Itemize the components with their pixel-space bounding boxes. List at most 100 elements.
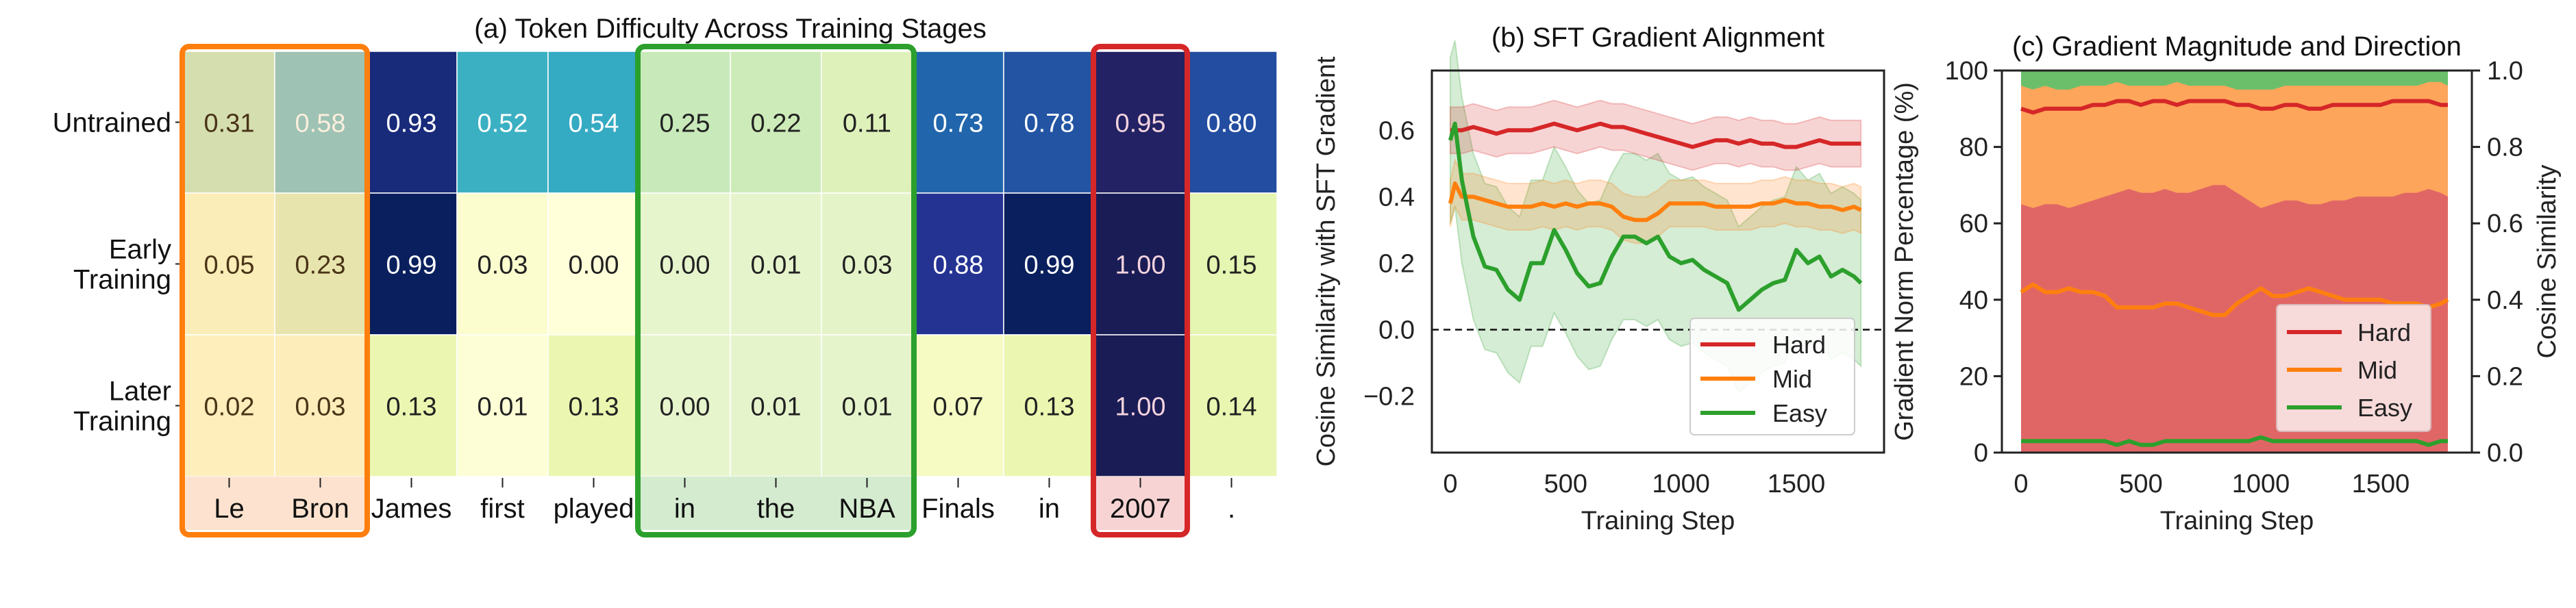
cell-value: 0.13	[1024, 393, 1075, 422]
heatmap-cell	[274, 334, 367, 477]
cell-value: 1.00	[1115, 251, 1166, 280]
heatmap-cell	[639, 334, 731, 477]
line-hard	[2020, 99, 2448, 115]
cell-value: 0.01	[751, 393, 802, 422]
row-label: Untrained	[53, 108, 171, 138]
cell-value: 0.15	[1206, 251, 1257, 280]
y-tick-label: 0.2	[1378, 249, 1415, 278]
line-easy	[2021, 435, 2448, 447]
cell-value: 0.78	[1024, 110, 1075, 138]
cell-value: 0.93	[386, 110, 437, 138]
heatmap-cell	[821, 334, 913, 477]
cell-value: 0.03	[295, 393, 346, 422]
x-tick-label: 500	[1544, 470, 1587, 498]
heatmap-cell	[1003, 51, 1095, 194]
cell-value: 0.11	[843, 110, 891, 138]
cell-value: 0.03	[478, 251, 528, 280]
legend-label: Mid	[1772, 365, 1812, 393]
cell-value: 0.05	[204, 251, 255, 280]
y-tick-label: −0.2	[1363, 383, 1415, 411]
cell-value: 0.99	[1024, 251, 1075, 280]
heatmap-cell	[456, 334, 549, 477]
cell-value: 0.00	[569, 251, 619, 280]
y-right-tick-label: 0.6	[2487, 210, 2523, 238]
legend-box	[1689, 318, 1855, 435]
heatmap-cell	[1003, 192, 1095, 335]
heatmap-panel: (a) Token Difficulty Across Training Sta…	[53, 14, 1278, 537]
cell-value: 0.00	[660, 251, 710, 280]
legend-label: Mid	[2357, 356, 2397, 384]
heatmap-cell	[912, 192, 1004, 335]
line-easy	[1448, 121, 1863, 312]
y-tick-label: 0.0	[1378, 316, 1415, 344]
cell-value: 0.73	[933, 110, 984, 138]
heatmap-cell	[183, 51, 275, 194]
x-tick-label: 1500	[1768, 470, 1826, 498]
y-right-tick-label: 1.0	[2487, 57, 2523, 86]
token-highlight-bg	[184, 477, 366, 530]
y-tick-label: 100	[1945, 57, 1988, 86]
heatmap-cell	[821, 51, 913, 194]
col-label: first	[480, 494, 524, 524]
heatmap-cell	[1094, 334, 1187, 477]
line-mid	[1448, 181, 1862, 223]
col-label: Le	[214, 494, 245, 524]
x-tick-label: 1000	[2232, 470, 2290, 498]
y-right-axis-label: Cosine Similarity	[2533, 165, 2562, 359]
col-label: played	[554, 494, 634, 524]
cell-value: 0.01	[842, 393, 893, 422]
heatmap-cell	[912, 334, 1004, 477]
cell-value: 0.52	[478, 110, 528, 138]
line-mid	[2020, 282, 2449, 318]
y-tick-label: 0	[1974, 439, 1988, 468]
x-axis-label: Training Step	[2160, 507, 2314, 535]
heatmap-cell	[456, 51, 549, 194]
col-label: NBA	[839, 494, 895, 524]
y-right-tick-label: 0.4	[2487, 286, 2523, 315]
cell-value: 0.54	[569, 110, 619, 138]
cell-value: 0.80	[1206, 110, 1257, 138]
chart-title: (a) Token Difficulty Across Training Sta…	[474, 14, 987, 44]
y-tick-label: 0.4	[1378, 183, 1415, 212]
y-tick-label: 40	[1959, 286, 1988, 315]
cell-value: 0.07	[933, 393, 984, 422]
cell-value: 0.23	[295, 251, 346, 280]
legend-label: Easy	[1772, 399, 1827, 427]
y-right-tick-label: 0.8	[2487, 134, 2523, 162]
heatmap-cell	[274, 51, 367, 194]
cell-value: 0.99	[386, 251, 437, 280]
plot-frame	[1431, 69, 1885, 454]
row-label: Training	[73, 407, 171, 437]
heatmap-cell	[1185, 192, 1278, 335]
chart-title: (b) SFT Gradient Alignment	[1491, 23, 1824, 53]
cell-value: 0.13	[386, 393, 437, 422]
legend-label: Hard	[1772, 331, 1826, 359]
cell-value: 0.95	[1115, 110, 1166, 138]
heatmap-cell	[547, 334, 640, 477]
heatmap-cell	[274, 192, 367, 335]
y-axis-label: Gradient Norm Percentage (%)	[1890, 82, 1919, 441]
col-label: Bron	[291, 494, 349, 524]
line-hard	[1450, 121, 1861, 149]
cell-value: 0.25	[660, 110, 710, 138]
cell-value: 0.22	[751, 110, 802, 138]
band-mid	[1449, 158, 1862, 244]
heatmap-cell	[1185, 51, 1278, 194]
chart-title: (c) Gradient Magnitude and Direction	[2012, 31, 2462, 62]
row-label: Early	[109, 235, 171, 265]
x-tick-label: 500	[2119, 470, 2162, 498]
legend-label: Easy	[2357, 394, 2412, 422]
y-tick-label: 0.6	[1378, 116, 1415, 145]
heatmap-cell	[365, 192, 458, 335]
heatmap-cell	[1094, 192, 1187, 335]
heatmap-cell	[365, 334, 458, 477]
sft-alignment-panel: 0 500 1000 1500 −0.2 0.0 0.2 0.4 0.6 Training Ste…	[1312, 23, 1885, 535]
cell-value: 0.31	[204, 110, 255, 138]
heatmap-cell	[1185, 334, 1278, 477]
heatmap-cell	[639, 192, 731, 335]
heatmap-cell	[547, 51, 640, 194]
y-axis-label: Cosine Similarity with SFT Gradient	[1312, 56, 1341, 466]
gradient-magnitude-panel: 0 20 40 60 80 100 0.0 0.2 0.4 0.6 0.8 1.0 0 500 1000 15…	[1890, 31, 2562, 535]
col-label: in	[674, 494, 695, 524]
